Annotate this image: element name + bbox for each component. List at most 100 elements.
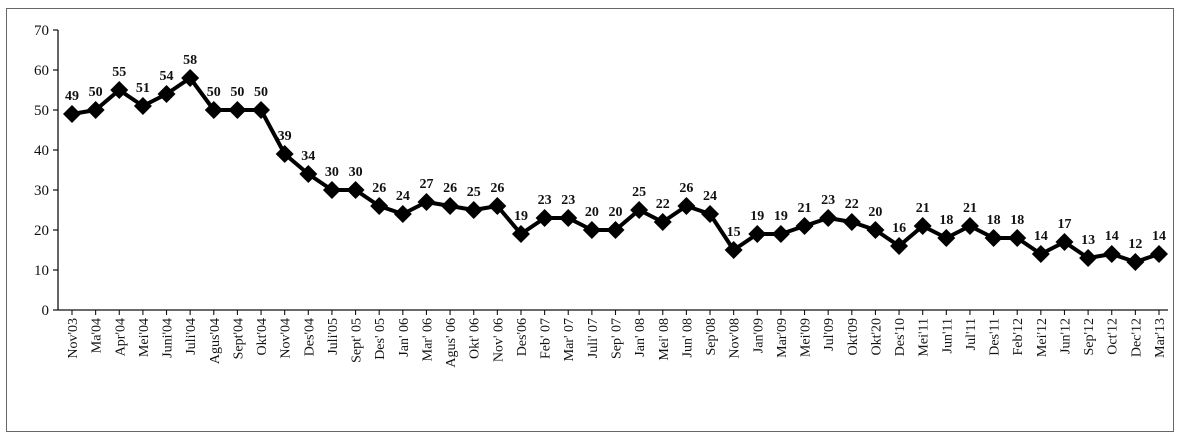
x-tick-label: Agus'04 [208, 318, 223, 364]
x-tick-label: Juni'04 [161, 318, 176, 358]
x-tick-label: Mei'12 [1035, 318, 1050, 357]
data-point-marker [771, 225, 790, 243]
data-label: 58 [183, 53, 197, 68]
data-point-marker [299, 165, 318, 183]
data-point-marker [653, 213, 672, 231]
data-label: 20 [868, 205, 882, 220]
data-point-marker [204, 101, 223, 119]
data-label: 26 [372, 181, 386, 196]
data-point-marker [464, 201, 483, 219]
data-label: 18 [939, 213, 953, 228]
data-point-marker [1008, 229, 1027, 247]
data-label: 20 [609, 205, 623, 220]
x-tick-label: Mar' 07 [562, 318, 577, 361]
data-point-marker [133, 97, 152, 115]
data-point-marker [748, 225, 767, 243]
x-tick-label: Mei' 08 [657, 318, 672, 361]
x-tick-label: Mei'04 [137, 318, 152, 357]
data-point-marker [960, 217, 979, 235]
y-tick-labels: 0 10 20 30 40 50 60 70 [34, 23, 49, 319]
y-tick-label: 30 [34, 183, 49, 199]
data-point-marker [417, 193, 436, 211]
data-point-marker [181, 69, 200, 87]
data-label: 20 [585, 205, 599, 220]
x-tick-label: Jun' 08 [680, 318, 695, 357]
data-label: 21 [963, 201, 977, 216]
y-tick-label: 20 [34, 223, 49, 239]
data-label: 14 [1105, 229, 1119, 244]
x-tick-label: Okt'09 [846, 318, 861, 356]
data-point-marker [63, 105, 81, 123]
y-tick-label: 60 [34, 63, 49, 79]
y-tick-label: 50 [34, 103, 49, 119]
data-label: 19 [774, 209, 788, 224]
data-label: 23 [561, 193, 575, 208]
data-label: 21 [798, 201, 812, 216]
x-tick-label: Mei'09 [799, 318, 814, 357]
x-tick-label: Sep'12 [1082, 318, 1097, 356]
data-point-marker [110, 81, 129, 99]
data-point-marker [630, 201, 649, 219]
data-label: 14 [1152, 229, 1166, 244]
data-point-marker [606, 221, 625, 239]
data-label: 50 [207, 85, 221, 100]
data-label: 23 [821, 193, 835, 208]
x-tick-label: Des'10 [893, 318, 908, 356]
data-label: 55 [112, 65, 126, 80]
chart-frame [6, 8, 1174, 432]
data-point-marker [157, 85, 176, 103]
x-tick-labels: Nov'03 Ma'04 Apr'04 Mei'04 Juni'04 Juli'04 Agu… [66, 318, 1168, 368]
y-tick-label: 40 [34, 143, 49, 159]
x-tick-label: Mei'11 [917, 318, 932, 357]
x-tick-label: Des' 05 [373, 318, 388, 360]
data-point-marker [441, 197, 460, 215]
data-point-marker [1055, 233, 1074, 251]
data-point-marker [842, 213, 861, 231]
x-tick-label: Jun'12 [1058, 318, 1073, 354]
data-points [63, 69, 1168, 271]
data-label: 21 [916, 201, 930, 216]
data-label: 39 [278, 129, 292, 144]
data-point-marker [1102, 245, 1121, 263]
data-label: 24 [396, 189, 410, 204]
data-point-marker [322, 181, 341, 199]
data-point-marker [252, 101, 271, 119]
x-tick-label: Juli' 07 [586, 318, 601, 358]
data-point-marker [819, 209, 838, 227]
x-tick-label: Juli'04 [184, 318, 199, 355]
data-point-marker [275, 145, 294, 163]
y-tick-label: 70 [34, 23, 49, 39]
x-tick-label: Jun'11 [940, 318, 955, 353]
data-label: 19 [750, 209, 764, 224]
x-tick-label: Sept'04 [231, 318, 246, 359]
data-label: 27 [419, 177, 433, 192]
data-point-marker [346, 181, 365, 199]
data-point-marker [890, 237, 909, 255]
data-label: 25 [632, 185, 646, 200]
data-label: 24 [703, 189, 717, 204]
data-labels: 49 50 55 51 54 58 50 50 50 39 34 30 30 26 24 27 26 25 26 19… [65, 53, 1166, 252]
data-label: 49 [65, 89, 79, 104]
x-tick-label: Jul'11 [964, 318, 979, 350]
x-tick-label: Jul'09 [822, 318, 837, 351]
x-tick-label: Okt'04 [255, 318, 270, 356]
data-label: 50 [254, 85, 268, 100]
x-tick-label: Mar' 06 [420, 318, 435, 361]
data-label: 15 [727, 225, 741, 240]
x-tick-label: Jan' 06 [397, 318, 412, 357]
x-tick-label: Des'06 [515, 318, 530, 356]
x-tick-label: Agus' 06 [444, 318, 459, 368]
data-point-marker [1079, 249, 1098, 267]
data-label: 18 [1010, 213, 1024, 228]
x-tick-label: Mar'13 [1153, 318, 1168, 358]
x-tick-label: Des'04 [302, 318, 317, 356]
x-tick-label: Nov'03 [66, 318, 81, 359]
x-tick-label: Sep' 07 [610, 318, 625, 359]
data-point-marker [393, 205, 412, 223]
data-point-marker [866, 221, 885, 239]
data-point-marker [1126, 253, 1145, 271]
data-point-marker [86, 101, 105, 119]
data-point-marker [228, 101, 247, 119]
x-tick-label: Okt'20 [869, 318, 884, 356]
x-tick-label: Ma'04 [90, 318, 105, 353]
